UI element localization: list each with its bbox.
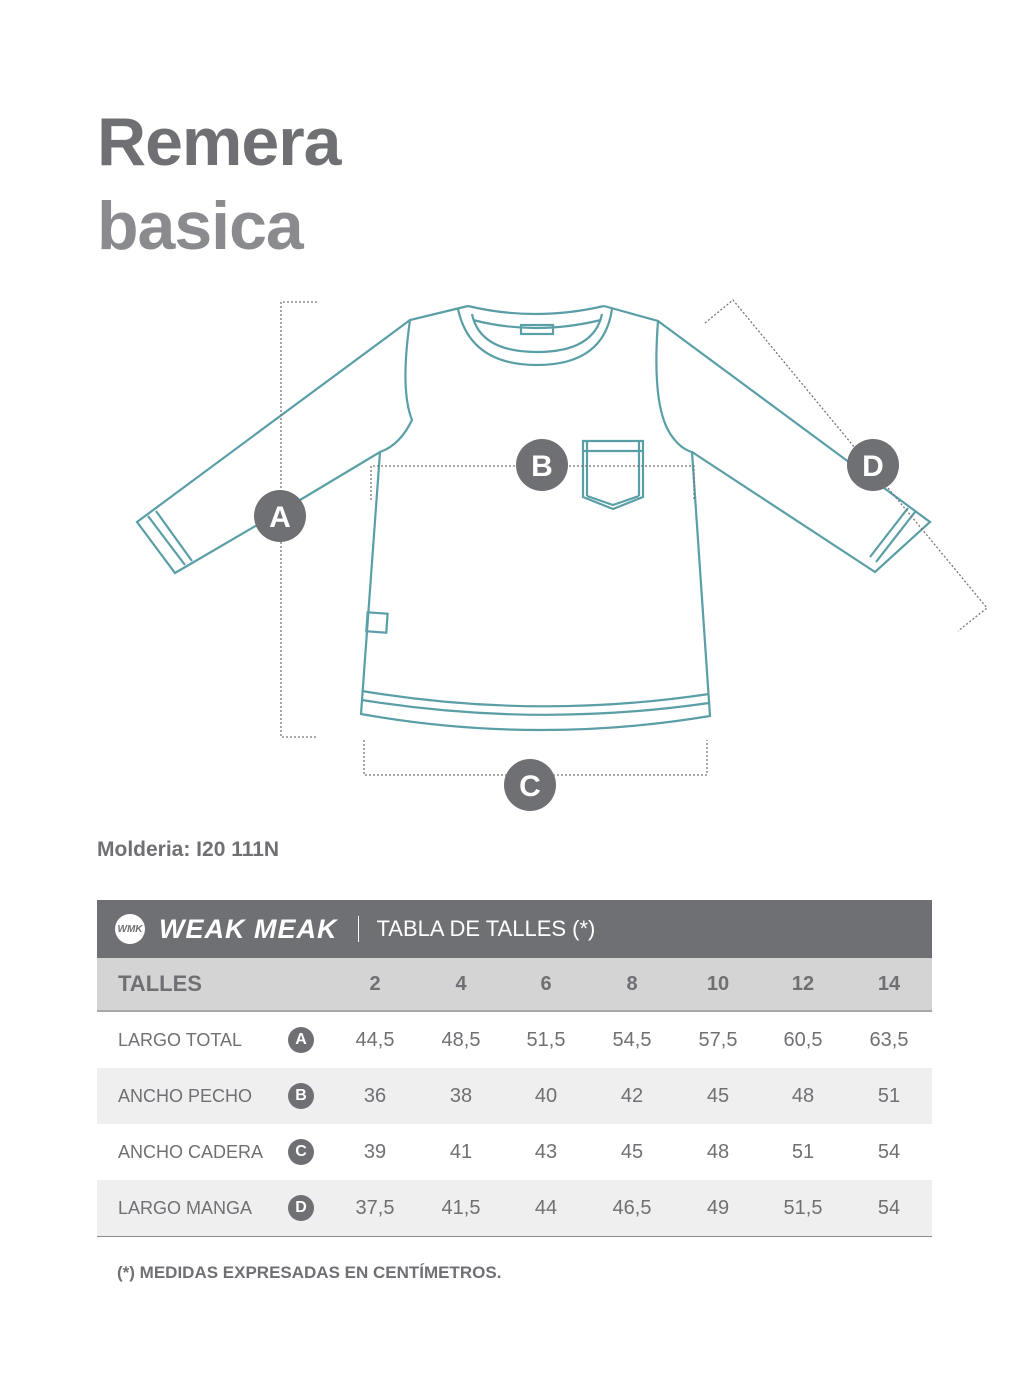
size-header-cell: 10 (706, 972, 730, 995)
svg-text:C: C (519, 770, 541, 803)
table-row: ANCHO PECHO B 36 38 40 42 45 48 51 (97, 1068, 932, 1124)
value-cell: 46,5 (612, 1196, 652, 1219)
value-cell: 45 (620, 1140, 644, 1163)
value-cell: 37,5 (355, 1196, 395, 1219)
size-header-cell: 14 (877, 972, 901, 995)
size-header-cell: 4 (455, 972, 467, 995)
value-cell: 54,5 (612, 1028, 652, 1051)
row-label: ANCHO PECHO (118, 1085, 253, 1106)
value-cell: 43 (534, 1140, 558, 1163)
brand-name: WEAK MEAK (159, 913, 338, 944)
value-cell: 48 (706, 1140, 730, 1163)
value-cell: 36 (363, 1084, 387, 1107)
value-cell: 40 (534, 1084, 558, 1107)
marker-D: D (847, 439, 899, 491)
svg-text:A: A (269, 501, 291, 534)
svg-text:B: B (531, 450, 553, 483)
brand-logo-icon: WMK (115, 914, 145, 944)
value-cell: 54 (877, 1196, 901, 1219)
table-row: ANCHO CADERA C 39 41 43 45 48 51 54 (97, 1124, 932, 1180)
table-title: TABLA DE TALLES (*) (376, 916, 596, 941)
marker-C: C (504, 759, 556, 811)
value-cell: 57,5 (698, 1028, 738, 1051)
value-cell: 63,5 (869, 1028, 909, 1051)
table-title-bar: WMK WEAK MEAK TABLA DE TALLES (*) (97, 900, 932, 958)
divider (357, 916, 359, 942)
row-label: LARGO TOTAL (118, 1029, 243, 1050)
marker-A: A (254, 490, 306, 542)
value-cell: 51,5 (526, 1028, 566, 1051)
size-header-cell: 6 (540, 972, 552, 995)
size-header-cell: 12 (791, 972, 815, 995)
marker-B: B (516, 439, 568, 491)
value-cell: 51 (877, 1084, 901, 1107)
value-cell: 41 (449, 1140, 473, 1163)
table-row: LARGO TOTAL A 44,5 48,5 51,5 54,5 57,5 60,5 63,5 (97, 1012, 932, 1068)
size-table: WMK WEAK MEAK TABLA DE TALLES (*) TALLES… (97, 900, 932, 1237)
value-cell: 51 (791, 1140, 815, 1163)
table-row: LARGO MANGA D 37,5 41,5 44 46,5 49 51,5 54 (97, 1180, 932, 1237)
title-line-1: Remera (97, 104, 341, 180)
header-label: TALLES (118, 971, 202, 996)
table-header-row: TALLES 2 4 6 8 10 12 14 (97, 958, 932, 1012)
value-cell: 60,5 (783, 1028, 823, 1051)
shirt-outline (135, 304, 932, 732)
value-cell: 44 (534, 1196, 558, 1219)
row-label: LARGO MANGA (118, 1197, 253, 1218)
value-cell: 49 (706, 1196, 730, 1219)
marker-badge: B (288, 1083, 314, 1109)
row-label: ANCHO CADERA (118, 1141, 264, 1162)
value-cell: 42 (620, 1084, 644, 1107)
value-cell: 41,5 (441, 1196, 481, 1219)
title-line-2: basica (97, 188, 304, 264)
svg-text:D: D (862, 450, 884, 483)
shirt-diagram: A B C D (135, 299, 988, 811)
value-cell: 48,5 (441, 1028, 481, 1051)
value-cell: 48 (791, 1084, 815, 1107)
value-cell: 54 (877, 1140, 901, 1163)
footnote: (*) MEDIDAS EXPRESADAS EN CENTÍMETROS. (117, 1263, 502, 1282)
size-header-cell: 8 (626, 972, 638, 995)
value-cell: 44,5 (355, 1028, 395, 1051)
pattern-code: Molderia: I20 111N (97, 838, 280, 861)
marker-badge: D (288, 1195, 314, 1221)
value-cell: 45 (706, 1084, 730, 1107)
value-cell: 38 (449, 1084, 473, 1107)
marker-badge: C (288, 1139, 314, 1165)
value-cell: 51,5 (783, 1196, 823, 1219)
value-cell: 39 (363, 1140, 387, 1163)
brand-logo: WMK WEAK MEAK (115, 914, 338, 945)
size-header-cell: 2 (369, 972, 381, 995)
page-title: Remera basica (97, 100, 341, 268)
marker-badge: A (288, 1027, 314, 1053)
